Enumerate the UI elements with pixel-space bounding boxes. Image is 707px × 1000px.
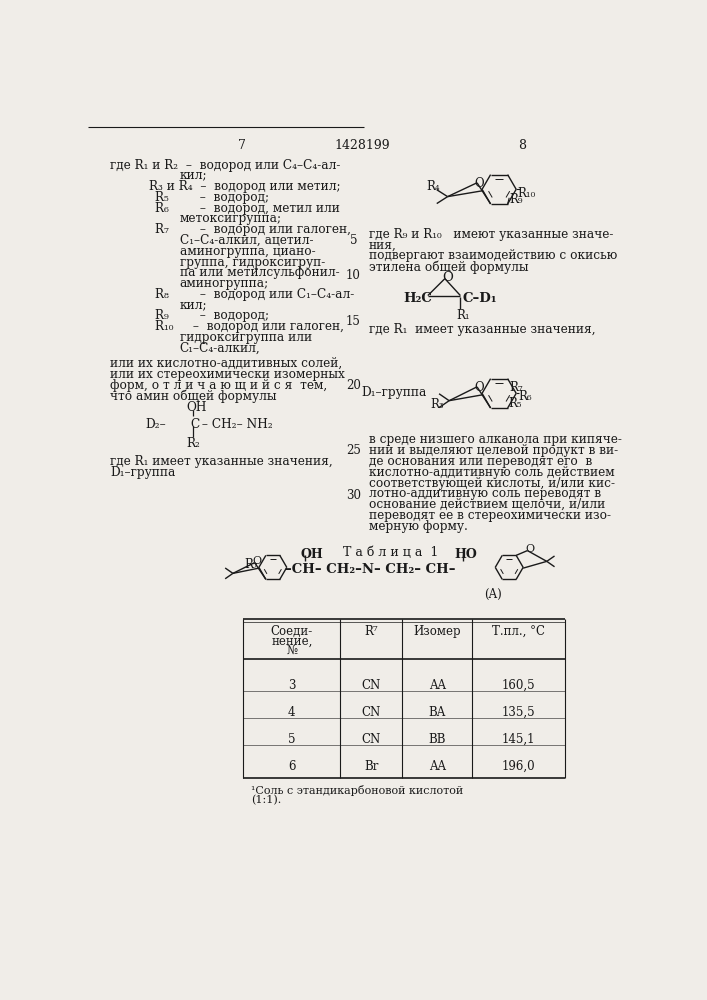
Text: CN: CN [361,679,381,692]
Text: 160,5: 160,5 [502,679,535,692]
Text: 196,0: 196,0 [502,760,535,773]
Text: №: № [286,645,298,658]
Text: где R₁  имеет указанные значения,: где R₁ имеет указанные значения, [369,323,595,336]
Text: 6: 6 [288,760,296,773]
Text: лотно-аддитивную соль переводят в: лотно-аддитивную соль переводят в [369,487,601,500]
Text: па или метилсульфонил-: па или метилсульфонил- [180,266,339,279]
Text: форм, о т л и ч а ю щ и й с я  тем,: форм, о т л и ч а ю щ и й с я тем, [110,379,327,392]
Text: BB: BB [428,733,446,746]
Text: Br: Br [364,760,378,773]
Text: кил;: кил; [180,299,207,312]
Text: нии и выделяют целевой продукт в ви-: нии и выделяют целевой продукт в ви- [369,444,618,457]
Text: C: C [191,418,200,431]
Text: аминогруппа, циано-: аминогруппа, циано- [180,245,315,258]
Text: или их кислотно-аддитивных солей,: или их кислотно-аддитивных солей, [110,357,342,370]
Text: H₂C: H₂C [403,292,432,305]
Text: OH: OH [300,548,324,561]
Text: HO: HO [454,548,477,561]
Text: группа, гидроксигруп-: группа, гидроксигруп- [180,256,325,269]
Text: 3: 3 [288,679,296,692]
Text: 4: 4 [288,706,296,719]
Text: 5: 5 [288,733,296,746]
Text: (A): (A) [484,588,501,601]
Text: R₁₀     –  водород или галоген,: R₁₀ – водород или галоген, [155,320,344,333]
Text: ния,: ния, [369,239,397,252]
Text: 10: 10 [346,269,361,282]
Text: Соеди-: Соеди- [271,625,313,638]
Text: C–D₁: C–D₁ [462,292,497,305]
Text: CN: CN [361,733,381,746]
Text: –CH– CH₂–N– CH₂– CH–: –CH– CH₂–N– CH₂– CH– [285,563,456,576]
Text: де основания или переводят его  в: де основания или переводят его в [369,455,592,468]
Text: 1428199: 1428199 [334,139,390,152]
Text: (1:1).: (1:1). [251,795,281,805]
Text: основание действием щелочи, и/или: основание действием щелочи, и/или [369,498,605,511]
Text: D₁–группа: D₁–группа [110,466,175,479]
Text: R₇: R₇ [244,558,258,571]
Text: соответствующей кислоты, и/или кис-: соответствующей кислоты, и/или кис- [369,477,615,490]
Text: O: O [252,556,262,566]
Text: R⁷: R⁷ [364,625,378,638]
Text: кислотно-аддитивную соль действием: кислотно-аддитивную соль действием [369,466,614,479]
Text: R₉        –  водород;: R₉ – водород; [155,309,269,322]
Text: BA: BA [428,706,445,719]
Text: OH: OH [187,401,207,414]
Text: D₂–: D₂– [145,418,165,431]
Text: Изомер: Изомер [414,625,461,638]
Text: R₆        –  водород, метил или: R₆ – водород, метил или [155,202,340,215]
Text: Т.пл., °C: Т.пл., °C [492,625,545,638]
Text: – CH₂– NH₂: – CH₂– NH₂ [198,418,272,431]
Text: O: O [525,544,534,554]
Text: 5: 5 [350,234,357,247]
Text: R₁₀: R₁₀ [518,187,536,200]
Text: 25: 25 [346,444,361,457]
Text: C₁–C₄-алкил, ацетил-: C₁–C₄-алкил, ацетил- [180,234,313,247]
Text: 8: 8 [518,139,527,152]
Text: метоксигруппа;: метоксигруппа; [180,212,282,225]
Text: переводят ее в стереохимически изо-: переводят ее в стереохимически изо- [369,509,611,522]
Text: R₇        –  водород или галоген,: R₇ – водород или галоген, [155,223,351,236]
Text: C₁–C₄-алкил,: C₁–C₄-алкил, [180,342,261,355]
Text: 135,5: 135,5 [502,706,535,719]
Text: R₄: R₄ [426,180,440,193]
Text: этилена общей формулы: этилена общей формулы [369,260,528,274]
Text: кил;: кил; [180,169,207,182]
Text: R₉: R₉ [509,193,522,206]
Text: где R₁ имеет указанные значения,: где R₁ имеет указанные значения, [110,455,333,468]
Text: D₁–группа: D₁–группа [361,386,426,399]
Text: ¹Соль с этандикарбоновой кислотой: ¹Соль с этандикарбоновой кислотой [251,785,463,796]
Text: где R₁ и R₂  –  водород или C₄–C₄-ал-: где R₁ и R₂ – водород или C₄–C₄-ал- [110,158,341,172]
Text: AA: AA [428,679,445,692]
Text: 7: 7 [238,139,246,152]
Text: O: O [443,271,453,284]
Text: 30: 30 [346,489,361,502]
Text: что амин общей формулы: что амин общей формулы [110,389,276,403]
Text: O: O [474,177,484,190]
Text: где R₉ и R₁₀   имеют указанные значе-: где R₉ и R₁₀ имеют указанные значе- [369,228,613,241]
Text: AA: AA [428,760,445,773]
Text: R₆: R₆ [518,390,532,403]
Text: 15: 15 [346,315,361,328]
Text: R₅        –  водород;: R₅ – водород; [155,191,269,204]
Text: CN: CN [361,706,381,719]
Text: O: O [474,381,484,394]
Text: в среде низшего алканола при кипяче-: в среде низшего алканола при кипяче- [369,433,621,446]
Text: нение,: нение, [271,635,312,648]
Text: R₃: R₃ [431,398,444,411]
Text: 20: 20 [346,379,361,392]
Text: Т а б л и ц а  1: Т а б л и ц а 1 [343,546,438,559]
Text: или их стереохимически изомерных: или их стереохимически изомерных [110,368,345,381]
Text: R₇: R₇ [509,381,522,394]
Text: 145,1: 145,1 [502,733,535,746]
Text: R₅: R₅ [508,397,522,410]
Text: мерную форму.: мерную форму. [369,520,468,533]
Text: гидроксигруппа или: гидроксигруппа или [180,331,312,344]
Text: аминогруппа;: аминогруппа; [180,277,269,290]
Text: R₁: R₁ [457,309,470,322]
Text: R₈        –  водород или C₁–C₄-ал-: R₈ – водород или C₁–C₄-ал- [155,288,354,301]
Text: подвергают взаимодействию с окисью: подвергают взаимодействию с окисью [369,249,617,262]
Text: R₂: R₂ [187,437,201,450]
Text: R₃ и R₄  –  водород или метил;: R₃ и R₄ – водород или метил; [149,180,341,193]
